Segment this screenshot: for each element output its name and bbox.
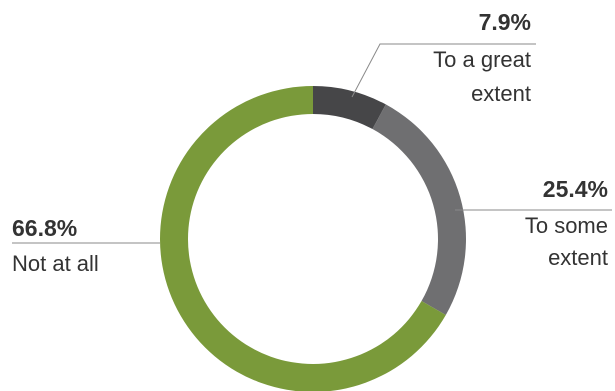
slice-category-label-0-line-1: extent (471, 81, 531, 106)
slice-percent-label-1: 25.4% (543, 176, 608, 202)
slice-category-label-2-line-0: Not at all (12, 251, 99, 276)
slice-category-label-1-line-0: To some (525, 213, 608, 238)
donut-slice-0 (313, 86, 386, 130)
donut-slice-1 (372, 104, 467, 315)
slice-category-label-0-line-0: To a great (433, 47, 531, 72)
slice-percent-label-2: 66.8% (12, 215, 77, 241)
leader-line-0 (351, 43, 536, 98)
slice-category-label-1-line-1: extent (548, 245, 608, 270)
slice-percent-label-0: 7.9% (479, 9, 531, 35)
